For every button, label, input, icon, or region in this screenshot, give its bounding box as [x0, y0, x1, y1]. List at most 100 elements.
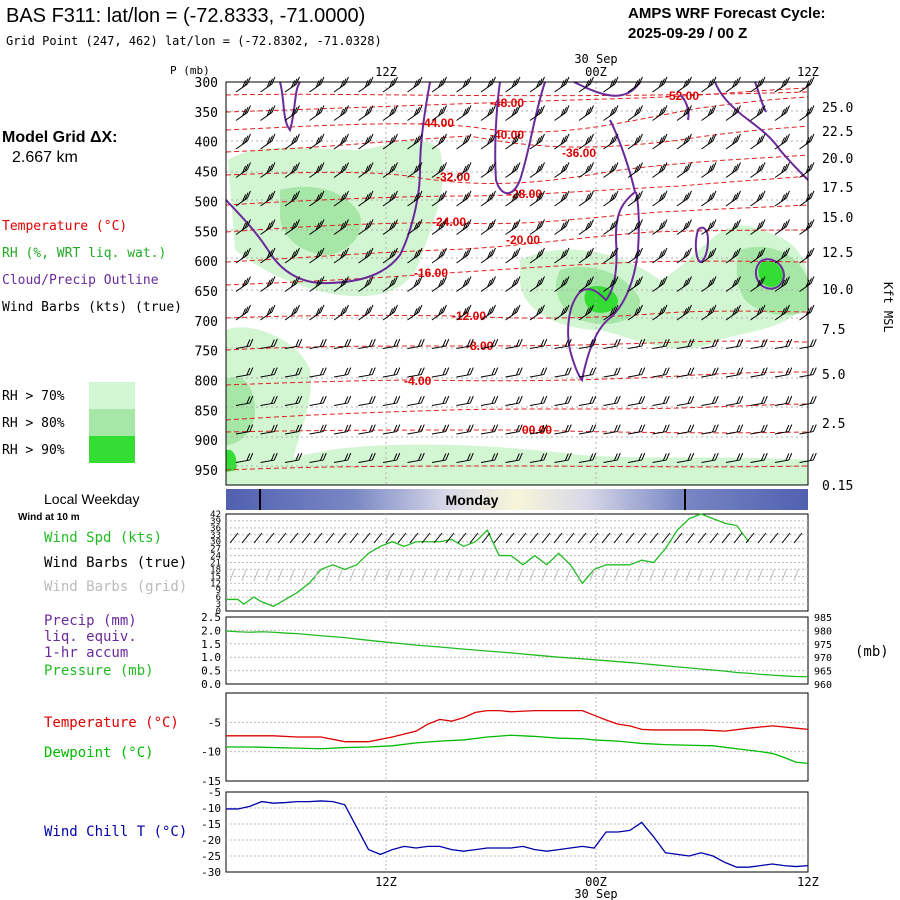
wind-barb	[676, 190, 692, 207]
date-label-top: 30 Sep	[574, 52, 617, 66]
wind-barb	[480, 219, 496, 235]
dewpoint-label: Dewpoint (°C)	[44, 745, 154, 761]
wind-barb	[333, 452, 352, 463]
wind-barb	[676, 452, 695, 463]
wind-barb-grid	[493, 569, 499, 582]
wind-barb	[603, 133, 619, 150]
windchill-label: Wind Chill T (°C)	[44, 824, 187, 840]
pressure-tick-label: 300	[195, 76, 218, 91]
windchill-panel-frame	[225, 791, 809, 873]
wind-barb-true	[457, 532, 467, 544]
wind-barb	[480, 105, 496, 121]
wind-barb	[260, 133, 276, 150]
wind-barb	[456, 219, 472, 235]
pressure-tick-label: 970	[814, 653, 832, 664]
legend-cloud: Cloud/Precip Outline	[2, 273, 159, 288]
wind-barb-true	[229, 532, 239, 544]
wind-barb-true	[793, 532, 803, 544]
wind-barb-true	[781, 532, 791, 544]
wind-barb	[358, 247, 374, 264]
wind-barb	[333, 338, 352, 349]
rh80-region-left	[226, 376, 255, 445]
wind-barb	[407, 367, 425, 378]
pressure-label: Pressure (mb)	[44, 663, 154, 679]
wind-barb	[725, 424, 744, 435]
wind-barb	[382, 304, 398, 321]
height-axis-label: Kft MSL	[881, 282, 895, 333]
wind-barb-grid	[577, 569, 583, 582]
wind-barb	[260, 304, 276, 321]
wind-barb	[456, 395, 474, 406]
wind-barb-true	[661, 532, 671, 544]
wind-barb	[284, 190, 300, 207]
wind-barb-true	[625, 532, 635, 544]
wind-barb	[431, 219, 447, 235]
wind-barb	[260, 219, 276, 235]
rh70-region-bottom	[226, 444, 808, 485]
wind-barb	[309, 162, 325, 178]
wind-barb	[701, 276, 717, 292]
wind-barb	[505, 367, 523, 378]
wind-barb	[309, 424, 327, 435]
pressure-tick-label: 650	[195, 285, 218, 300]
wind-barb	[701, 367, 719, 378]
wind-barb	[456, 452, 474, 463]
wind-barb	[554, 247, 570, 264]
precip-label: Precip (mm)	[44, 613, 137, 629]
wind-barb	[529, 367, 548, 378]
wind-barb-grid	[241, 569, 247, 582]
wind-barb	[260, 276, 276, 292]
wind-barb	[603, 276, 619, 292]
wind-barb	[480, 162, 496, 178]
wind-barb	[480, 367, 499, 378]
wind-barb	[603, 162, 619, 178]
wind-barb	[333, 304, 349, 321]
pressure-tick-label: 450	[195, 166, 218, 181]
wind-barb	[358, 395, 376, 406]
wind-barb	[456, 424, 474, 435]
wind-barb	[774, 304, 790, 321]
wind-barb	[333, 76, 349, 93]
wind-barb	[799, 105, 815, 121]
wind-barb	[260, 452, 278, 463]
windchill-tick-label: -15	[201, 818, 221, 831]
temperature-line	[226, 709, 809, 743]
wind-barb-grid	[229, 569, 235, 582]
wind-barb	[701, 76, 717, 93]
wind-barb	[554, 190, 570, 207]
windchill-tick-label: -30	[201, 866, 221, 879]
wind-barb-grid	[289, 569, 295, 582]
bottom-date-label: 30 Sep	[574, 887, 617, 900]
wind-barb	[750, 367, 768, 378]
top-time-label-2: 00Z	[585, 65, 607, 79]
wind-barb	[750, 424, 768, 435]
wind-barb	[407, 190, 423, 207]
pressure-tick-label: 400	[195, 136, 218, 151]
wind-barb	[578, 338, 597, 349]
legend-wind: Wind Barbs (kts) (true)	[2, 300, 182, 315]
wind-barb	[260, 190, 276, 207]
wind-barb	[652, 219, 668, 235]
wind-barb	[480, 452, 499, 463]
wind-barb-grid	[313, 569, 319, 582]
pressure-ticks: 300 350 400 450 500 550 600 650 700 750 800 850 900 9…	[195, 76, 218, 479]
wind-barb-grid	[505, 569, 511, 582]
wind-barb	[505, 338, 523, 349]
isotherm-label: 00.00	[522, 423, 552, 437]
wind-barb	[235, 133, 251, 150]
height-tick-label: 20.0	[822, 152, 853, 167]
wind-barb	[774, 452, 793, 463]
wind-barb-grid	[757, 569, 763, 582]
wind-barb	[676, 395, 695, 406]
wind-barb	[627, 395, 646, 406]
wind-barb-grid	[325, 569, 331, 582]
precip-tick-label: 0.0	[201, 678, 221, 691]
wind-barb-grid	[661, 569, 667, 582]
wind-barb-true	[301, 532, 311, 544]
wind-barb	[358, 338, 376, 349]
wind-tick-label: 3	[216, 600, 221, 610]
wind-barb	[407, 452, 425, 463]
wind-barb	[407, 133, 423, 150]
wind-barb	[529, 452, 548, 463]
